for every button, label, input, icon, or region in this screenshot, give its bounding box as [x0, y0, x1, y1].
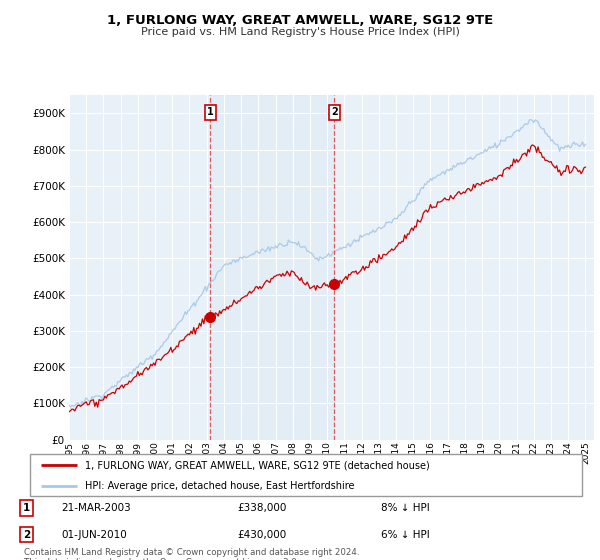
FancyBboxPatch shape [30, 454, 582, 496]
Text: Price paid vs. HM Land Registry's House Price Index (HPI): Price paid vs. HM Land Registry's House … [140, 27, 460, 37]
Text: 2: 2 [23, 530, 30, 540]
Bar [211, 95, 334, 440]
Text: 6% ↓ HPI: 6% ↓ HPI [381, 530, 430, 540]
Text: HPI: Average price, detached house, East Hertfordshire: HPI: Average price, detached house, East… [85, 480, 355, 491]
Text: 1: 1 [207, 108, 214, 117]
Text: 8% ↓ HPI: 8% ↓ HPI [381, 503, 430, 513]
Text: 1, FURLONG WAY, GREAT AMWELL, WARE, SG12 9TE (detached house): 1, FURLONG WAY, GREAT AMWELL, WARE, SG12… [85, 460, 430, 470]
Text: 1, FURLONG WAY, GREAT AMWELL, WARE, SG12 9TE: 1, FURLONG WAY, GREAT AMWELL, WARE, SG12… [107, 14, 493, 27]
Text: 21-MAR-2003: 21-MAR-2003 [61, 503, 131, 513]
Text: £338,000: £338,000 [237, 503, 286, 513]
Text: 01-JUN-2010: 01-JUN-2010 [61, 530, 127, 540]
Text: 2: 2 [331, 108, 338, 117]
Text: 1: 1 [23, 503, 30, 513]
Text: £430,000: £430,000 [237, 530, 286, 540]
Text: Contains HM Land Registry data © Crown copyright and database right 2024.
This d: Contains HM Land Registry data © Crown c… [24, 548, 359, 560]
